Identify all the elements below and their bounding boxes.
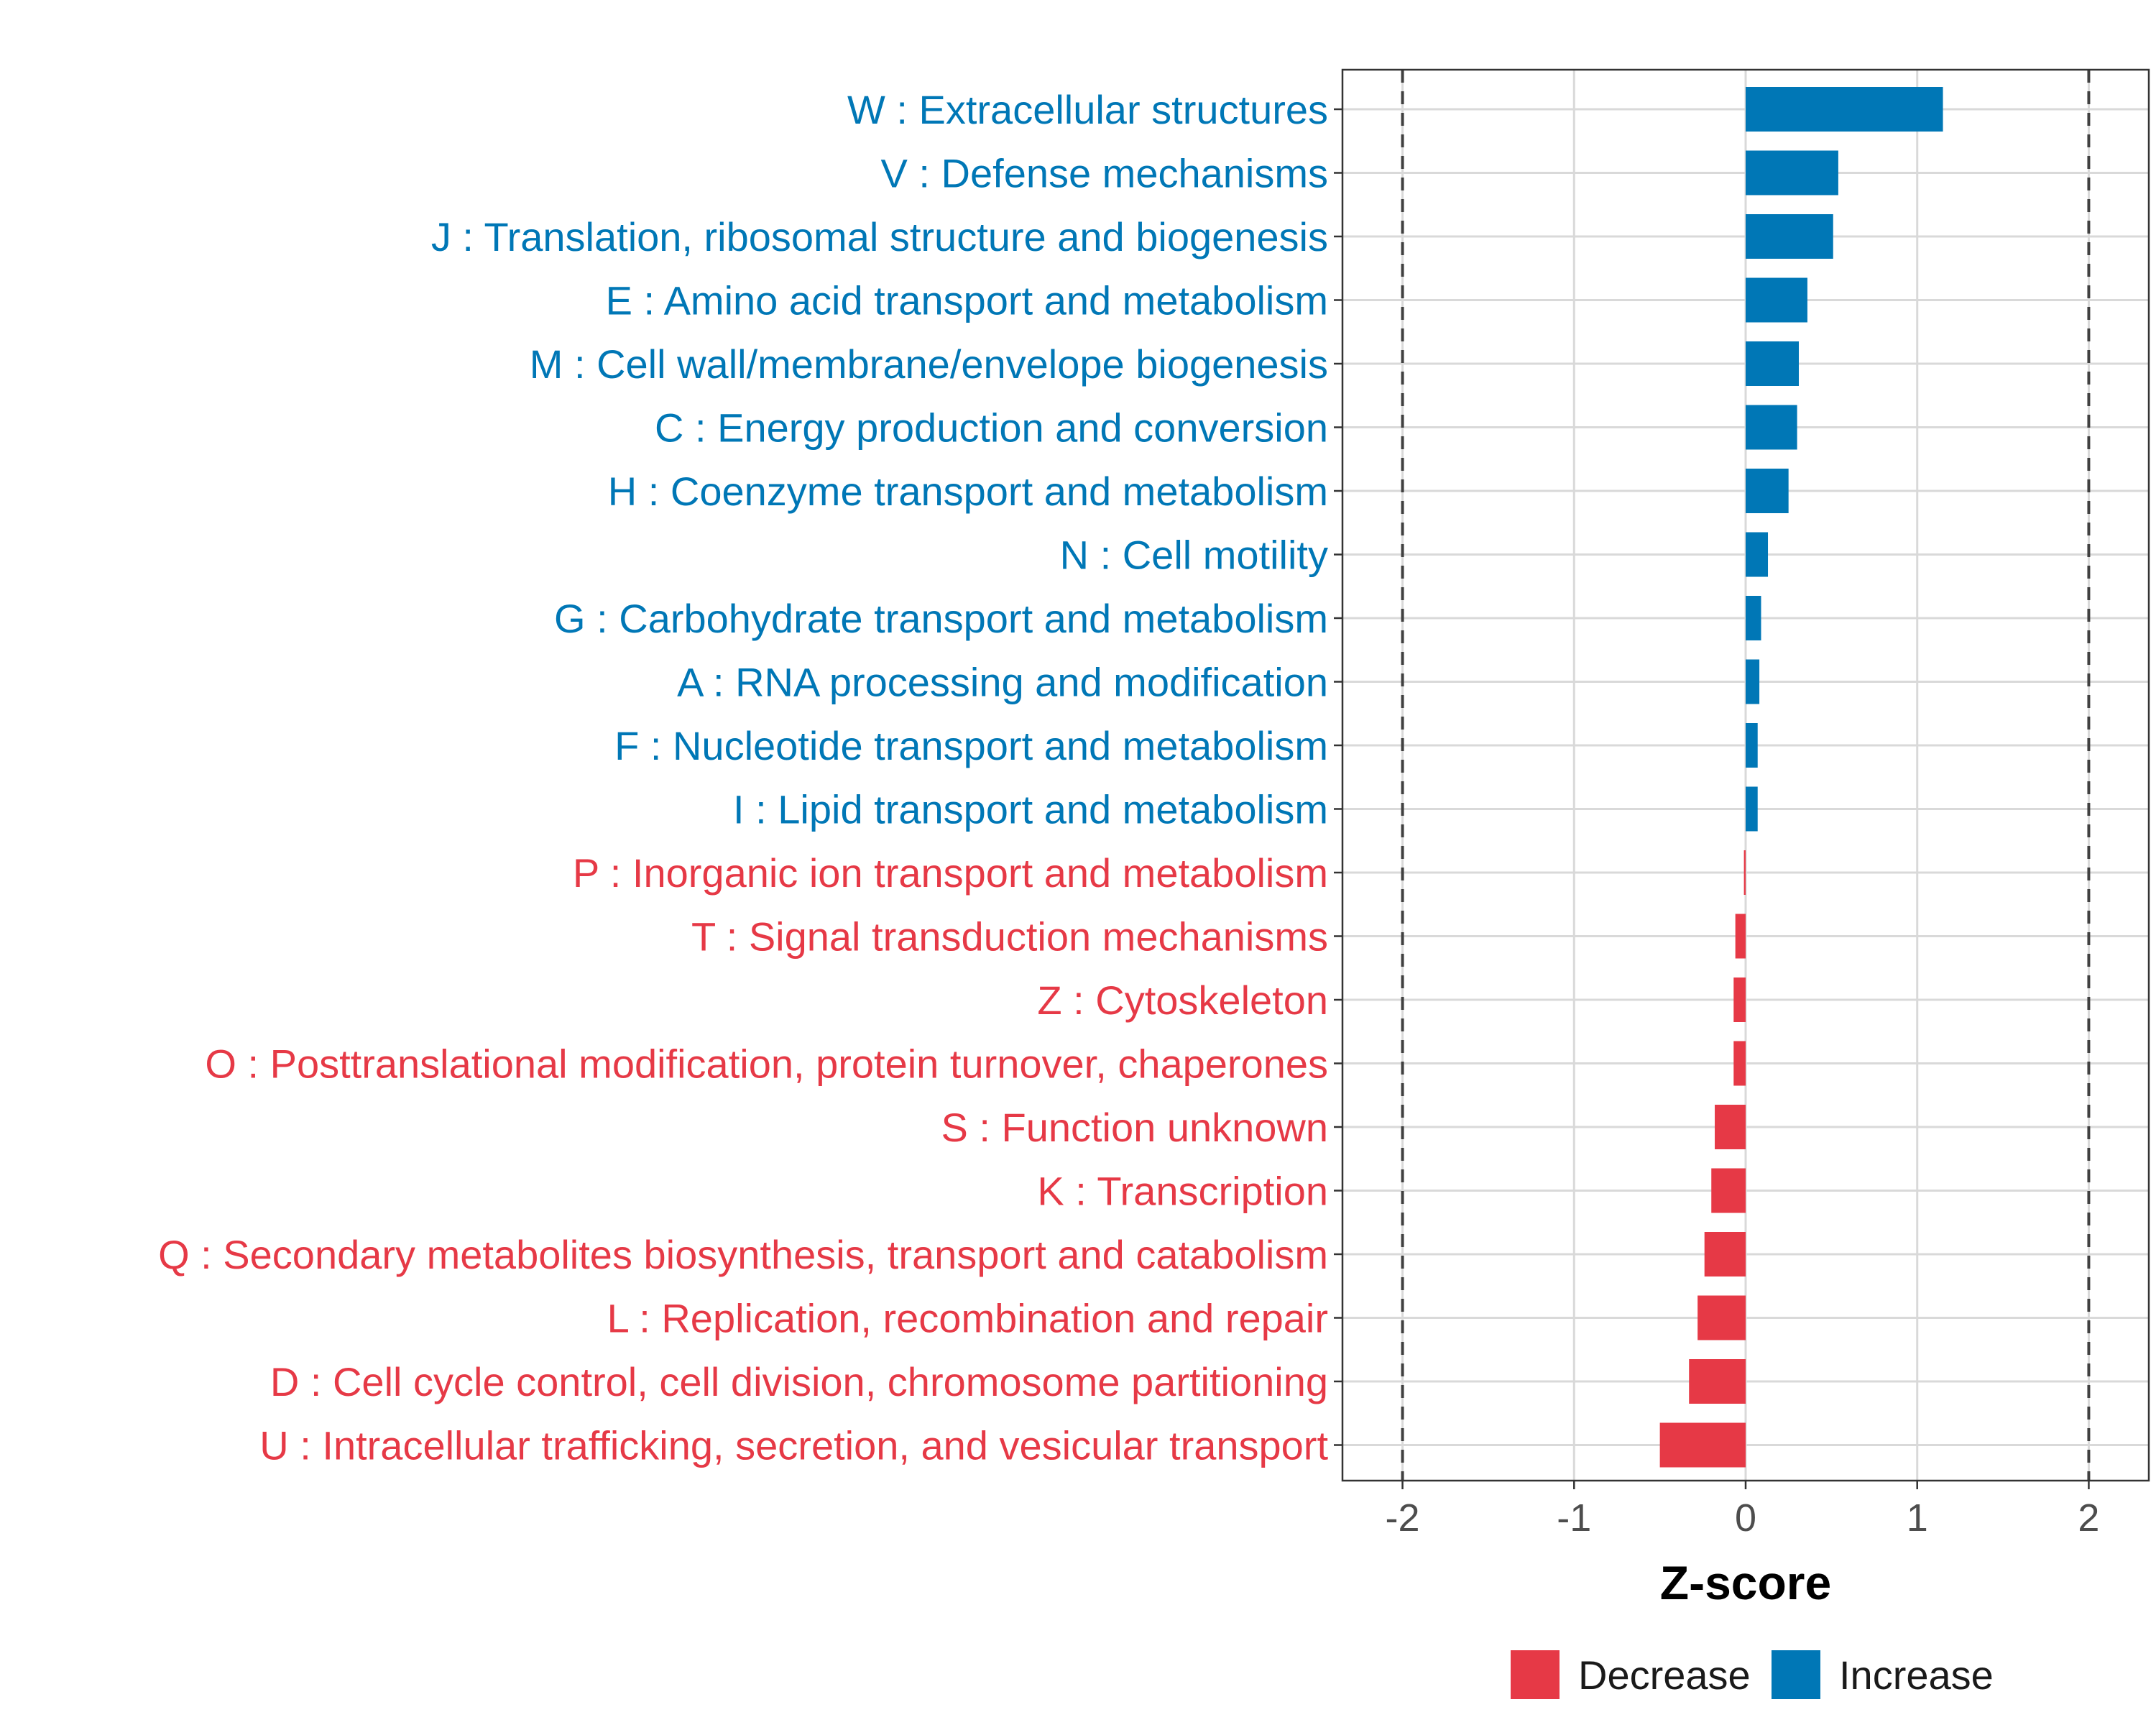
legend-label-decrease: Decrease (1578, 1652, 1751, 1698)
legend-label-increase: Increase (1839, 1652, 1994, 1698)
category-label: K : Transcription (1037, 1169, 1328, 1214)
bar (1715, 1105, 1746, 1149)
bar (1746, 150, 1838, 196)
x-axis-title: Z-score (1660, 1556, 1831, 1609)
bar (1735, 914, 1746, 959)
category-label: O : Posttranslational modification, prot… (205, 1041, 1328, 1087)
category-label: Z : Cytoskeleton (1037, 978, 1328, 1023)
bar (1689, 1359, 1746, 1404)
category-label: M : Cell wall/membrane/envelope biogenes… (530, 341, 1328, 387)
category-label: E : Amino acid transport and metabolism (606, 278, 1328, 323)
category-label: G : Carbohydrate transport and metabolis… (554, 596, 1328, 641)
category-label: J : Translation, ribosomal structure and… (431, 214, 1328, 259)
category-label: Q : Secondary metabolites biosynthesis, … (158, 1232, 1328, 1277)
category-label: L : Replication, recombination and repai… (607, 1296, 1328, 1341)
bar (1743, 850, 1746, 895)
legend-swatch-increase (1772, 1650, 1820, 1699)
category-labels: W : Extracellular structures V : Defense … (158, 87, 1328, 1468)
bar (1697, 1295, 1746, 1340)
bar (1659, 1422, 1746, 1468)
category-label: D : Cell cycle control, cell division, c… (270, 1359, 1328, 1404)
x-tick-label: -1 (1557, 1496, 1591, 1540)
x-axis-ticks: -2 -1 0 1 2 (1386, 1481, 2099, 1540)
bar (1733, 978, 1746, 1022)
legend: Decrease Increase (1511, 1650, 1994, 1699)
category-label: P : Inorganic ion transport and metaboli… (573, 850, 1328, 896)
bar (1733, 1041, 1746, 1086)
x-tick-label: 1 (1907, 1496, 1928, 1540)
bar (1711, 1168, 1746, 1213)
bar (1746, 277, 1807, 323)
x-tick-label: -2 (1386, 1496, 1420, 1540)
legend-swatch-decrease (1511, 1650, 1560, 1699)
bar (1746, 723, 1758, 768)
bar (1746, 532, 1769, 577)
category-label: U : Intracellular trafficking, secretion… (259, 1423, 1328, 1468)
category-label: V : Defense mechanisms (881, 151, 1328, 196)
bar (1746, 341, 1800, 386)
category-label: S : Function unknown (941, 1105, 1328, 1150)
reference-lines (1401, 70, 2091, 1481)
category-label: T : Signal transduction mechanisms (691, 914, 1328, 960)
bar (1746, 405, 1797, 450)
category-label: W : Extracellular structures (847, 87, 1328, 132)
category-label: A : RNA processing and modification (677, 660, 1328, 705)
bar (1704, 1232, 1746, 1276)
category-label: I : Lipid transport and metabolism (733, 787, 1328, 832)
x-tick-label: 2 (2078, 1496, 2099, 1540)
bars (1659, 87, 1943, 1468)
bar (1746, 469, 1789, 513)
bar (1746, 214, 1833, 259)
bar (1746, 786, 1758, 832)
category-label: N : Cell motility (1060, 533, 1328, 578)
bar (1746, 87, 1943, 132)
bar (1746, 596, 1761, 640)
category-label: F : Nucleotide transport and metabolism (614, 723, 1328, 768)
bar (1746, 659, 1760, 704)
category-label: C : Energy production and conversion (655, 405, 1328, 451)
y-axis-ticks (1334, 108, 1342, 1446)
category-label: H : Coenzyme transport and metabolism (608, 469, 1328, 514)
x-tick-label: 0 (1735, 1496, 1756, 1540)
